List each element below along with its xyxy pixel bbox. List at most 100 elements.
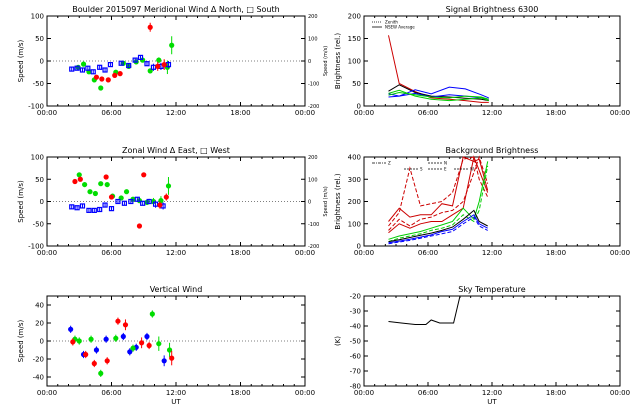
vertical-point <box>103 336 109 342</box>
vertical-ytick-label: -20 <box>33 356 44 364</box>
zonal-point <box>121 200 128 206</box>
skytemp-ytick-label: -50 <box>350 338 361 346</box>
background-legend-label: Z <box>388 161 391 166</box>
zonal-point <box>76 172 82 178</box>
meridional-point <box>74 65 80 71</box>
zonal-point <box>150 198 157 205</box>
zonal-point <box>157 202 163 208</box>
zonal-point <box>123 189 130 195</box>
signal-xtick-label: 06:00 <box>418 109 438 117</box>
zonal-point <box>98 181 104 187</box>
meridional-ytick-right-label: -200 <box>308 104 319 110</box>
skytemp-ylabel: (K) <box>334 336 342 346</box>
vertical-ytick-label: 0 <box>40 338 44 346</box>
zonal-point <box>79 203 86 209</box>
vertical-xtick-label: 06:00 <box>101 389 121 397</box>
meridional-xtick-label: 00:00 <box>37 109 57 117</box>
vertical-ytick-label: -40 <box>33 374 44 382</box>
zonal-ylabel-right: Speed (m/s) <box>323 186 329 216</box>
background-series-line <box>388 165 489 243</box>
vertical-point <box>70 339 76 345</box>
vertical-ylabel: Speed (m/s) <box>17 320 25 363</box>
zonal-point <box>103 174 109 180</box>
vertical-point <box>104 358 110 364</box>
background-ytick-label: 200 <box>348 198 361 206</box>
meridional-point <box>155 63 161 69</box>
skytemp-xtick-label: 18:00 <box>546 389 566 397</box>
vertical-point <box>122 322 129 328</box>
zonal-point <box>134 196 140 202</box>
zonal-point <box>69 204 75 210</box>
meridional-point <box>107 61 114 68</box>
signal-ylabel: Brightness (rel.) <box>334 33 342 89</box>
signal-xtick-label: 18:00 <box>546 109 566 117</box>
meridional-xtick-label: 00:00 <box>295 109 315 117</box>
background-series-line <box>388 209 488 243</box>
vertical-xtick-label: 00:00 <box>37 389 57 397</box>
meridional-ytick-right-label: -100 <box>308 82 319 88</box>
zonal-xtick-label: 00:00 <box>37 249 57 257</box>
zonal-point <box>163 194 169 200</box>
signal-series-line <box>388 86 489 99</box>
background-series-line <box>388 155 489 231</box>
zonal-point <box>97 206 103 213</box>
meridional-title: Boulder 2015097 Meridional Wind Δ North,… <box>72 5 279 14</box>
vertical-xtick-label: 12:00 <box>166 389 186 397</box>
zonal-point <box>104 181 110 188</box>
meridional-point <box>144 61 150 67</box>
vertical-point <box>156 341 162 347</box>
signal-xtick-label: 00:00 <box>354 109 374 117</box>
vertical-point <box>166 347 173 353</box>
meridional-ytick-right-label: 100 <box>308 37 318 43</box>
meridional-xtick-label: 06:00 <box>101 109 121 117</box>
zonal-point <box>140 200 146 206</box>
background-frame <box>363 156 621 247</box>
zonal-ytick-right-label: 100 <box>308 177 318 183</box>
background-legend-label: E <box>444 167 447 172</box>
meridional-ylabel: Speed (m/s) <box>17 40 25 83</box>
zonal-ytick-label: -50 <box>33 220 44 228</box>
signal-ytick-label: 200 <box>348 13 361 21</box>
vertical-point <box>113 335 119 341</box>
meridional-point <box>97 64 103 70</box>
background-legend-label: W <box>470 167 474 172</box>
vertical-point <box>144 333 150 340</box>
meridional-ytick-label: -50 <box>33 80 44 88</box>
zonal-point <box>108 194 115 200</box>
vertical-title: Vertical Wind <box>150 285 203 294</box>
zonal-ytick-label: -100 <box>28 243 44 251</box>
background-ytick-label: 400 <box>348 154 361 162</box>
skytemp-series-line <box>388 295 461 325</box>
meridional-point <box>80 61 87 67</box>
meridional-point <box>99 76 105 82</box>
meridional-ytick-right-label: 200 <box>308 14 318 20</box>
zonal-point <box>108 206 115 212</box>
vertical-ytick-label: 20 <box>35 320 44 328</box>
skytemp-xtick-label: 06:00 <box>418 389 438 397</box>
zonal-point <box>146 198 152 205</box>
meridional-ytick-label: 0 <box>40 58 44 66</box>
signal-title: Signal Brightness 6300 <box>446 5 539 14</box>
meridional-point <box>132 57 138 63</box>
zonal-point <box>77 176 83 182</box>
vertical-point <box>120 333 126 340</box>
meridional-point <box>98 85 104 91</box>
meridional-point <box>118 60 124 66</box>
zonal-point <box>165 183 172 189</box>
zonal-point <box>72 178 78 185</box>
zonal-point <box>86 207 92 213</box>
zonal-title: Zonal Wind Δ East, □ West <box>122 146 230 155</box>
background-ytick-label: 0 <box>357 243 361 251</box>
zonal-point <box>87 189 93 195</box>
vertical-point <box>149 311 155 317</box>
meridional-ytick-label: 50 <box>35 35 44 43</box>
zonal-point <box>82 181 88 188</box>
background-legend-label: S <box>420 167 423 172</box>
meridional-point <box>126 62 132 69</box>
zonal-point <box>92 190 98 197</box>
background-xtick-label: 06:00 <box>418 249 438 257</box>
meridional-point <box>140 57 146 63</box>
skytemp-ytick-label: -80 <box>350 383 361 391</box>
